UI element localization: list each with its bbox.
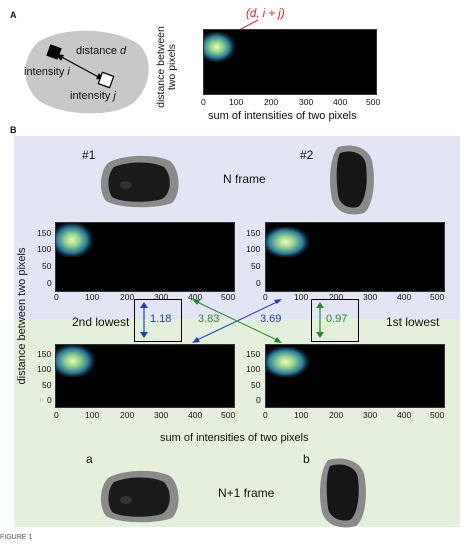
schematic-area [25,30,149,114]
pixel-j-square [97,71,115,89]
panel-a-heatmap [203,29,377,95]
cross-arrows [192,299,282,343]
label-number-1: #1 [82,148,96,162]
box-value-left [134,299,182,342]
panel-b-ylabel: distance between two pixels [16,247,28,385]
panel-b-xlabel: sum of intensities of two pixels [160,432,309,444]
panel-a-letter: A [10,10,17,20]
label-a: a [86,452,93,466]
heatmap-top-left [55,222,235,292]
value-blue-right: 3.69 [260,313,282,325]
heatmap-top-right [265,222,445,292]
box-value-right [311,299,359,342]
panel-a-xlabel: sum of intensities of two pixels [208,110,357,122]
label-number-2: #2 [300,148,314,162]
mouse-image-a [100,470,179,523]
intensity-i-label: intensity i [24,66,70,78]
intensity-j-label: intensity j [70,90,116,102]
mouse-image-2 [330,145,374,215]
figure-footer: FIGURE 1 [0,534,33,541]
panel-b-letter: B [10,125,17,135]
value-green-left: 3.83 [198,313,220,325]
pixel-i-square [46,44,62,60]
distance-label: distance d [76,45,127,57]
panel-a-ylabel: distance between two pixels [155,26,178,108]
mouse-image-b [320,458,366,528]
first-lowest-label: 1st lowest [386,315,440,329]
distance-line [55,53,105,81]
second-lowest-label: 2nd lowest [72,315,130,329]
mouse-image-1 [100,155,179,208]
heatmap-bottom-right [265,344,445,408]
heatmap-bottom-left [55,344,235,408]
arrow-right-vertical [316,302,324,338]
value-blue-left: 1.18 [150,313,172,325]
value-green-right: 0.97 [326,313,348,325]
n-frame-label: N frame [223,172,266,186]
label-b: b [303,452,310,466]
arrow-left-vertical [140,302,148,338]
n1-frame-label: N+1 frame [218,486,275,500]
panel-a-annotation: (d, i + j) [246,8,285,20]
